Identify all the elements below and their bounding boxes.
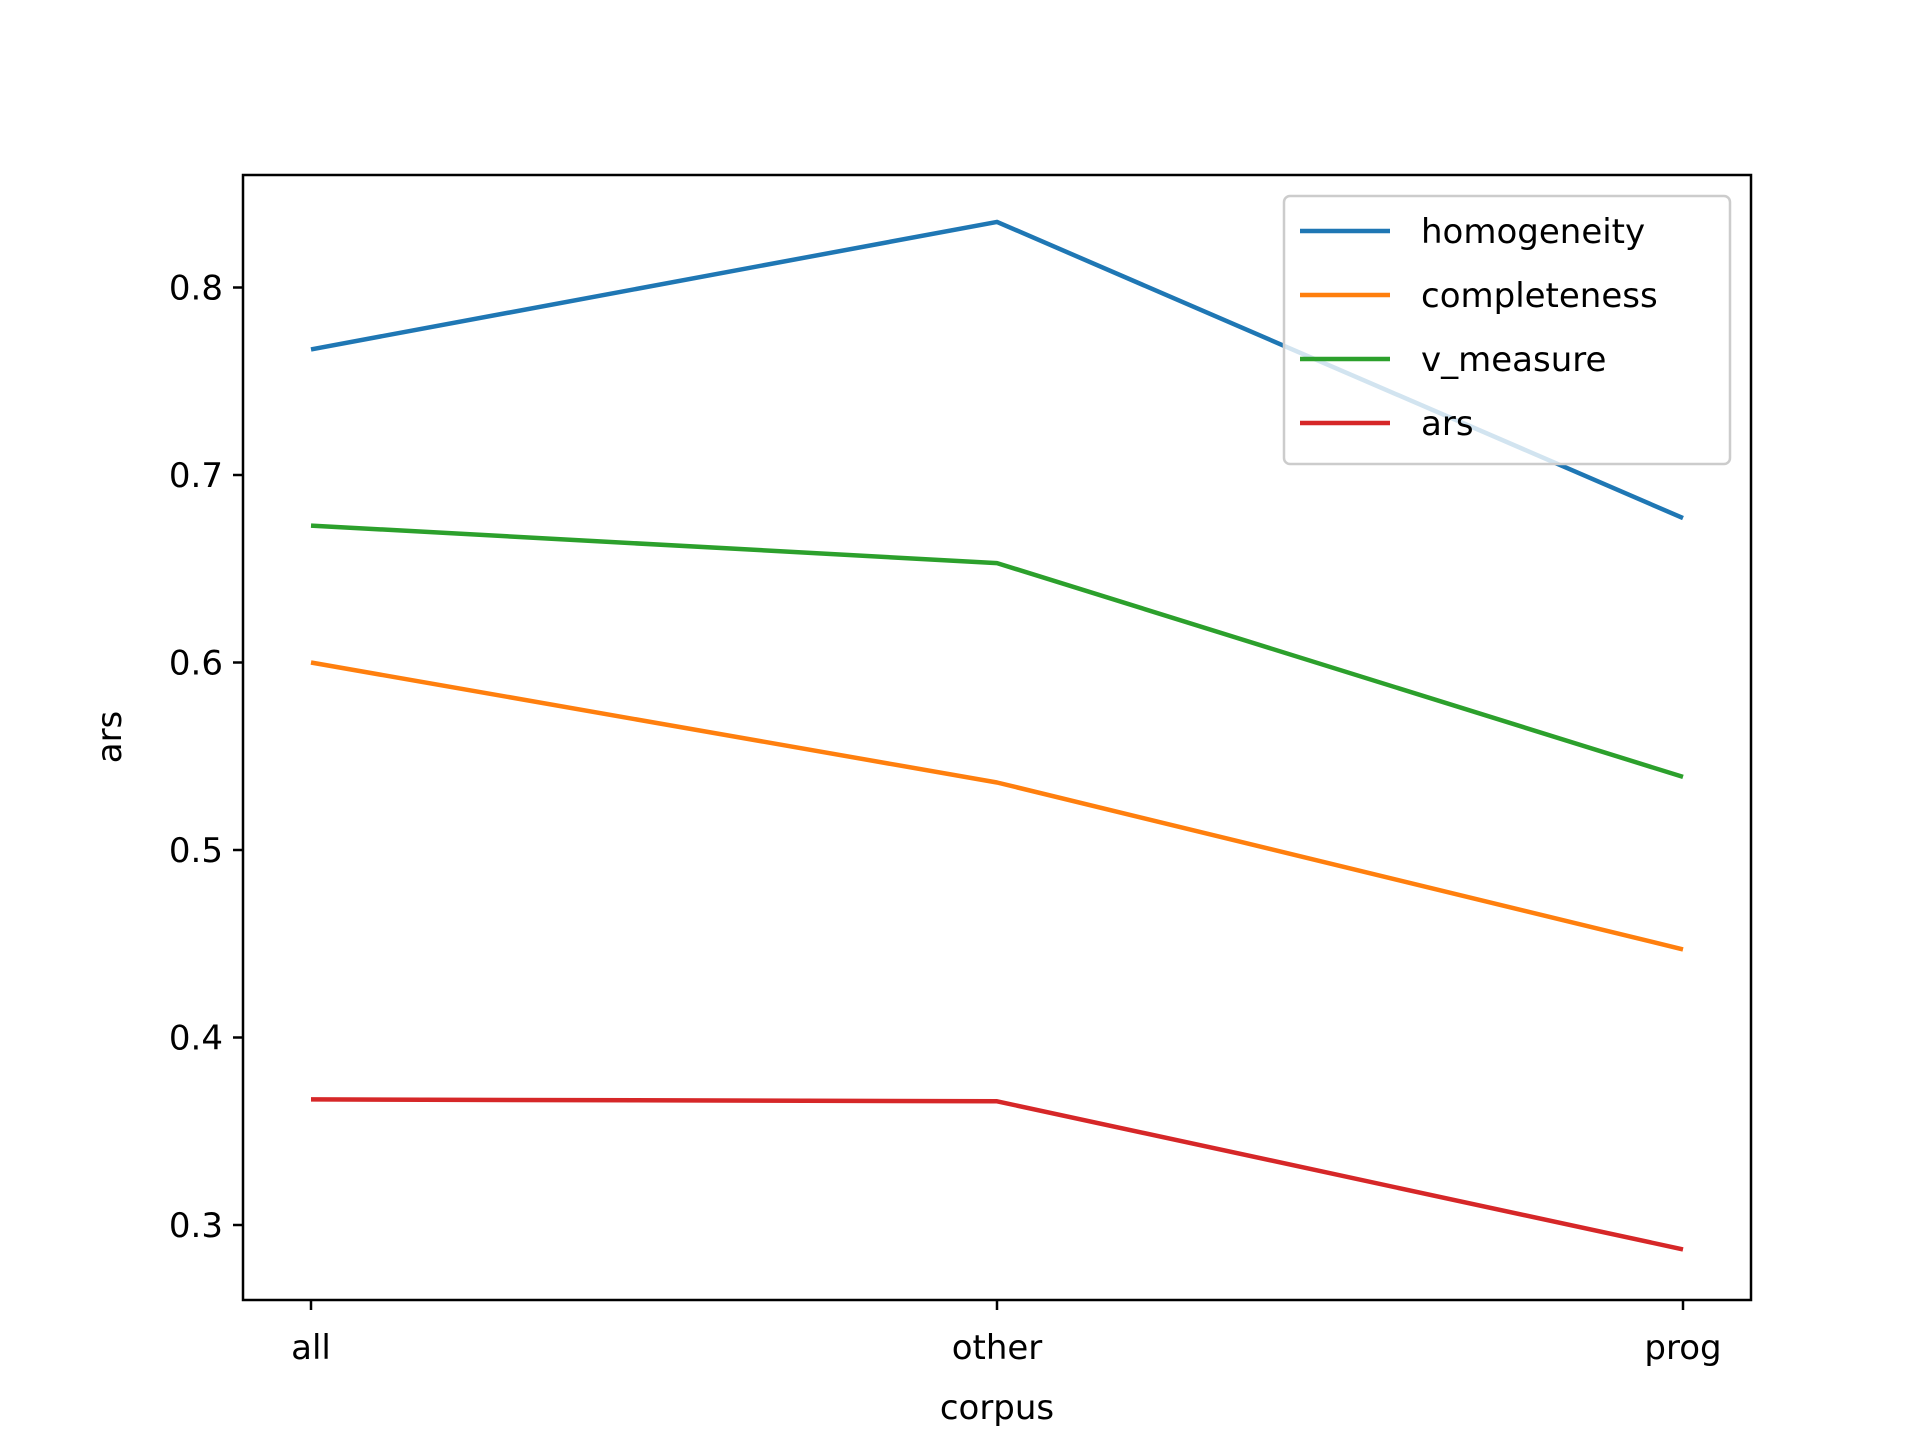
y-axis: 0.3 0.4 0.5 0.6 0.7 0.8 (169, 269, 243, 1246)
series-line-completeness (310, 660, 1684, 952)
y-tick-label: 0.8 (169, 269, 223, 309)
y-tick-label: 0.7 (169, 456, 223, 496)
x-tick-label: other (952, 1328, 1043, 1368)
legend-label-completeness: completeness (1421, 276, 1658, 316)
x-tick-label: all (291, 1328, 331, 1368)
x-axis-label: corpus (940, 1388, 1054, 1428)
y-tick-label: 0.4 (169, 1019, 223, 1059)
y-tick-label: 0.5 (169, 831, 223, 871)
legend-box (1282, 194, 1732, 466)
series-line-v-measure (310, 523, 1684, 780)
legend-label-v-measure: v_measure (1421, 340, 1606, 380)
y-axis-label: ars (90, 711, 130, 764)
y-tick-label: 0.3 (169, 1206, 223, 1246)
legend-label-ars: ars (1421, 404, 1474, 444)
series-line-ars (310, 1097, 1684, 1252)
x-axis: all other prog (291, 1300, 1722, 1368)
legend-label-homogeneity: homogeneity (1421, 212, 1645, 252)
x-tick-label: prog (1644, 1328, 1721, 1368)
series-lines (310, 219, 1684, 1252)
y-tick-label: 0.6 (169, 644, 223, 684)
